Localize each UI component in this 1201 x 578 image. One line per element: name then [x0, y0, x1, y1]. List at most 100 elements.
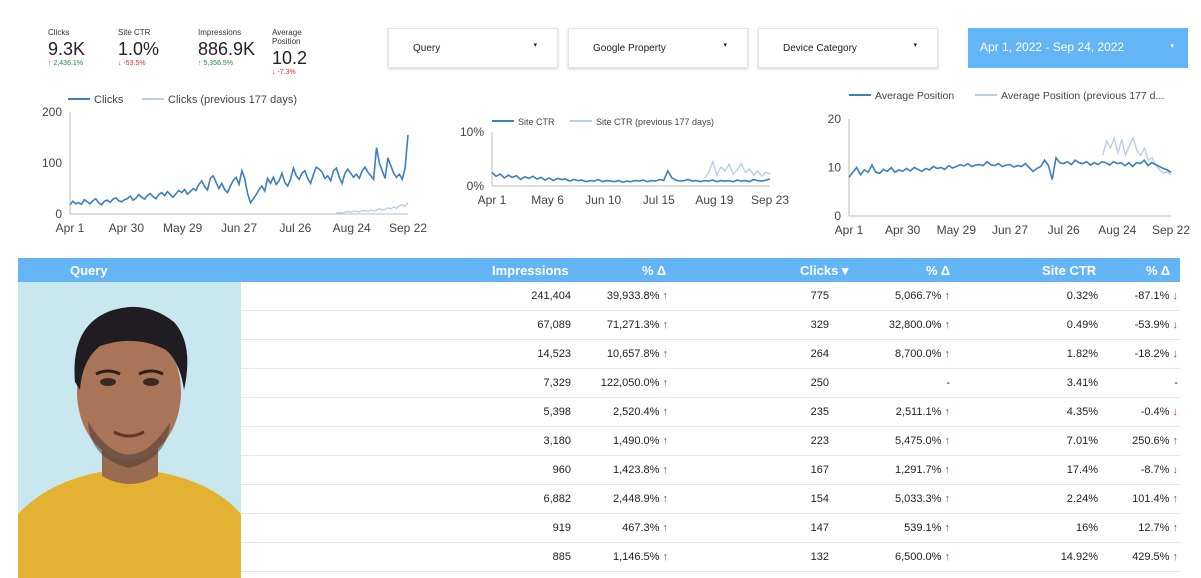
google-property-filter-label: Google Property [593, 43, 666, 54]
header-clicks-sorted[interactable]: Clicks ▾ [800, 263, 849, 278]
previous-period-series-line [704, 159, 771, 179]
query-table: Query Impressions % Δ Clicks ▾ % Δ Site … [18, 258, 1180, 578]
table-row[interactable]: 14,523 10,657.8% ↑ 264 8,700.0% ↑ 1.82% -18.2… [18, 340, 1180, 369]
cell-ctr: 3.41% [1066, 377, 1098, 389]
table-row[interactable]: 7,329 122,050.0% ↑ 250 - 3.41% - [18, 369, 1180, 398]
y-tick-label: 0 [55, 207, 62, 221]
date-range-picker[interactable]: Apr 1, 2022 - Sep 24, 2022 ▾ [968, 28, 1188, 68]
scorecard-clicks[interactable]: Clicks 9.3K ↑ 2,436.1% [48, 28, 85, 67]
x-tick-label: Apr 1 [478, 193, 507, 207]
legend-label[interactable]: Site CTR (previous 177 days) [596, 117, 714, 127]
cell-ctr: 14.92% [1060, 551, 1098, 563]
x-tick-label: Jul 26 [1048, 223, 1080, 237]
scorecard-site-ctr[interactable]: Site CTR 1.0% ↓ -53.5% [118, 28, 159, 67]
y-tick-label: 0 [834, 209, 841, 223]
x-tick-label: Jun 10 [585, 193, 621, 207]
header-impressions[interactable]: Impressions [492, 263, 569, 278]
cell-imp-d: 467.3% ↑ [622, 522, 668, 534]
x-tick-label: Apr 30 [109, 221, 145, 235]
header-impressions-delta[interactable]: % Δ [642, 263, 667, 278]
header-site-ctr-delta[interactable]: % Δ [1146, 263, 1171, 278]
legend-label[interactable]: Average Position (previous 177 d... [1001, 90, 1164, 102]
legend-label[interactable]: Average Position [875, 90, 954, 102]
y-tick-label: 0% [467, 179, 485, 193]
table-row[interactable]: 67,089 71,271.3% ↑ 329 32,800.0% ↑ 0.49% -53.… [18, 311, 1180, 340]
cell-ctr-d: 250.6% ↑ [1132, 435, 1178, 447]
person-photo [18, 282, 241, 578]
cell-ctr-d: -53.9% ↓ [1134, 319, 1178, 331]
series-line [69, 134, 409, 206]
scorecard-impressions[interactable]: Impressions 886.9K ↑ 5,356.5% [198, 28, 255, 67]
x-tick-label: Jun 27 [992, 223, 1028, 237]
cell-ctr-d: 429.5% ↑ [1132, 551, 1178, 563]
cell-clk-d: 5,066.7% ↑ [894, 290, 950, 302]
x-tick-label: Sep 22 [389, 221, 427, 235]
scorecard-value: 1.0% [118, 39, 160, 59]
table-row[interactable]: 960 1,423.8% ↑ 167 1,291.7% ↑ 17.4% -8.7% ↓ [18, 456, 1180, 485]
cell-clk: 264 [810, 348, 829, 360]
scorecard-value: 10.2 [272, 48, 308, 68]
google-property-filter-dropdown[interactable]: Google Property ▾ [568, 28, 748, 68]
cell-clk: 235 [810, 406, 829, 418]
person-portrait-image [18, 282, 241, 578]
cell-clk: 329 [810, 319, 829, 331]
x-tick-label: Aug 19 [695, 193, 733, 207]
table-header: Query Impressions % Δ Clicks ▾ % Δ Site … [18, 258, 1180, 282]
legend-label[interactable]: Site CTR [518, 117, 555, 127]
device-category-filter-label: Device Category [783, 43, 857, 54]
cell-clk-d: 8,700.0% ↑ [894, 348, 950, 360]
scorecard-value: 9.3K [48, 39, 86, 59]
cell-imp-d: 1,490.0% ↑ [612, 435, 668, 447]
scorecard-change: ↓ -53.5% [118, 60, 146, 67]
table-row[interactable]: 6,882 2,448.9% ↑ 154 5,033.3% ↑ 2.24% 101.4% … [18, 485, 1180, 514]
cell-imp-d: 71,271.3% ↑ [606, 319, 668, 331]
site-ctr-chart-svg: 0% 10% Apr 1 May 6 Jun 10 Jul 15 Aug 19 Sep 23 S… [460, 117, 789, 207]
cell-imp: 919 [552, 522, 571, 534]
cell-ctr: 1.82% [1066, 348, 1098, 360]
y-tick-label: 200 [42, 105, 62, 119]
cell-imp-d: 10,657.8% ↑ [606, 348, 668, 360]
header-clicks-delta[interactable]: % Δ [926, 263, 951, 278]
query-filter-dropdown[interactable]: Query ▾ [388, 28, 558, 68]
chevron-down-icon: ▾ [723, 42, 727, 49]
x-tick-label: Apr 1 [56, 221, 85, 235]
legend-label[interactable]: Clicks (previous 177 days) [168, 94, 297, 106]
x-tick-label: Jul 15 [643, 193, 675, 207]
cell-ctr: 4.35% [1066, 406, 1098, 418]
scorecard-change: ↓ -7.3% [272, 69, 296, 76]
header-query[interactable]: Query [70, 263, 108, 278]
x-tick-label: May 29 [163, 221, 203, 235]
cell-clk: 223 [810, 435, 829, 447]
cell-ctr: 2.24% [1066, 493, 1098, 505]
table-row[interactable]: 241,404 39,933.8% ↑ 775 5,066.7% ↑ 0.32% -87.… [18, 282, 1180, 311]
y-tick-label: 100 [42, 156, 62, 170]
cell-clk-d: 2,511.1% ↑ [895, 406, 950, 418]
cell-ctr-d: 12.7% ↑ [1138, 522, 1178, 534]
table-row[interactable]: 3,180 1,490.0% ↑ 223 5,475.0% ↑ 7.01% 250.6% … [18, 427, 1180, 456]
table-row[interactable]: 919 467.3% ↑ 147 539.1% ↑ 16% 12.7% ↑ [18, 514, 1180, 543]
cell-clk-d: 5,475.0% ↑ [894, 435, 950, 447]
cell-imp-d: 1,146.5% ↑ [612, 551, 668, 563]
x-tick-label: Apr 1 [835, 223, 864, 237]
scorecard-average-position[interactable]: Average Position 10.2 ↓ -7.3% [272, 28, 307, 76]
table-row[interactable]: 5,398 2,520.4% ↑ 235 2,511.1% ↑ 4.35% -0.4% ↓ [18, 398, 1180, 427]
cell-imp-d: 2,520.4% ↑ [612, 406, 668, 418]
series-line [491, 169, 771, 184]
cell-imp: 241,404 [531, 290, 571, 302]
cell-imp: 885 [552, 551, 571, 563]
table-row[interactable]: 885 1,146.5% ↑ 132 6,500.0% ↑ 14.92% 429.5% ↑ [18, 543, 1180, 572]
series-line [848, 155, 1172, 180]
cell-clk-d: 32,800.0% ↑ [888, 319, 950, 331]
previous-period-series-line [1102, 135, 1172, 176]
scorecard-change: ↑ 5,356.5% [198, 60, 234, 67]
cell-imp: 67,089 [537, 319, 571, 331]
legend-label[interactable]: Clicks [94, 94, 124, 106]
cell-clk-d: - [946, 377, 950, 389]
cell-ctr: 17.4% [1066, 464, 1098, 476]
scorecard-label: Clicks [48, 28, 70, 37]
cell-ctr-d: -87.1% ↓ [1134, 290, 1178, 302]
x-tick-label: Sep 23 [751, 193, 789, 207]
header-site-ctr[interactable]: Site CTR [1042, 263, 1097, 278]
device-category-filter-dropdown[interactable]: Device Category ▾ [758, 28, 938, 68]
average-position-chart: 0 10 20 Apr 1 Apr 30 May 29 Jun 27 Jul 26 Aug 24… [815, 84, 1191, 238]
